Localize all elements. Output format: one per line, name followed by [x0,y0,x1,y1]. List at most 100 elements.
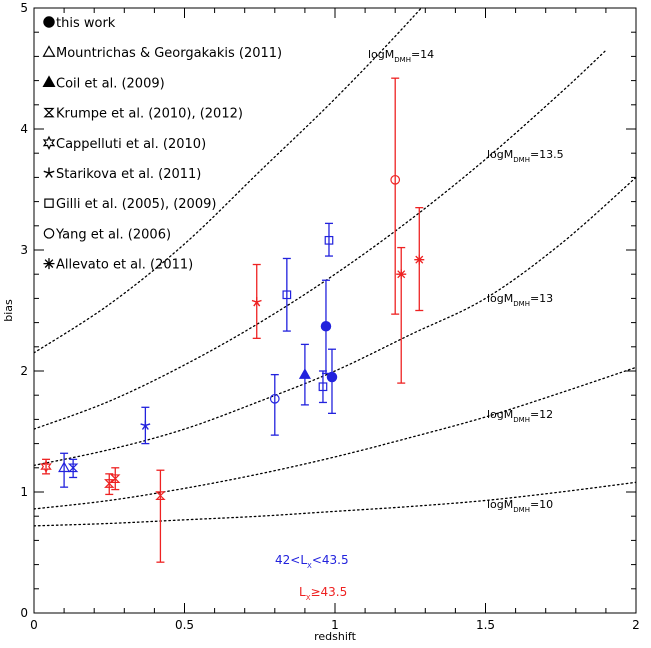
legend-item: Allevato et al. (2011) [43,258,193,273]
hourglass-marker [67,463,79,473]
x-tick-label: 0 [30,618,38,632]
curve-label-sub: DMH [513,156,530,164]
curve-label-main: logM [487,498,513,511]
open-square-marker [44,198,54,208]
curve-label: logMDMH=14 [368,48,434,64]
luminosity-label-sub: X [307,562,312,570]
data-point [414,206,425,312]
asterisk-marker [414,254,425,265]
legend-item: Yang et al. (2006) [43,227,171,242]
legend-item: Starikova et al. (2011) [43,167,201,182]
legend-item: Krumpe et al. (2010), (2012) [43,107,243,122]
curve-label-tail: =10 [530,498,553,511]
halo-mass-curves [34,8,636,527]
y-tick-label: 4 [20,122,28,136]
data-point [318,370,328,404]
luminosity-label-sub: X [306,594,311,602]
x-axis-label: redshift [314,630,356,643]
asterisk-marker [43,258,55,270]
curve-label-tail: =13 [530,292,553,305]
curve-label: logMDMH=13 [487,292,553,308]
legend-label: Allevato et al. (2011) [56,258,193,273]
y-tick-label: 5 [20,1,28,15]
curve-label-tail: =12 [530,408,553,421]
curve-label-sub: DMH [513,416,530,424]
open-circle-marker [269,393,280,404]
data-point [251,263,262,339]
luminosity-label: 42<LX<43.5 [275,553,349,570]
data-point [269,373,280,436]
curve-label: logMDMH=13.5 [487,148,564,164]
filled-circle-marker [320,320,332,332]
axis-ticks: 0 0.5 1 1.5 2 0 1 2 3 4 5 [20,1,639,632]
luminosity-label-pre: 42<L [275,553,307,567]
luminosity-label-post: <43.5 [312,553,349,567]
filled-triangle-marker [298,368,311,379]
skeletal-star-marker [140,420,151,430]
data-point [282,257,292,332]
open-triangle-marker [58,461,71,473]
open-square-marker [318,382,328,392]
data-point [155,469,166,563]
data-point [396,246,407,384]
open-circle-marker [43,228,55,239]
skeletal-star-marker [251,297,262,307]
halo-curve [34,366,636,510]
x-tick-label: 0.5 [175,618,194,632]
legend: this work Mountrichas & Georgakakis (2011… [42,16,282,273]
curve-label-main: logM [368,48,394,61]
luminosity-labels: 42<LX<43.5LX≥43.5 [275,553,349,602]
open-square-marker [282,290,292,300]
curve-label: logMDMH=10 [487,498,553,514]
legend-label: Mountrichas & Georgakakis (2011) [56,46,282,61]
data-point [324,222,334,257]
filled-triangle-marker [42,75,56,88]
legend-item: this work [43,16,116,31]
y-tick-label: 2 [20,364,28,378]
data-point [140,406,151,445]
open-star-marker [40,459,52,474]
halo-curve [34,49,607,430]
hourglass-marker [110,474,121,484]
y-axis-label: bias [2,299,15,322]
curve-label-main: logM [487,292,513,305]
curve-label-main: logM [487,148,513,161]
halo-curve [34,8,423,354]
open-star-marker [42,135,56,150]
curve-label-sub: DMH [513,300,530,308]
data-point [104,473,115,496]
luminosity-label-pre: L [299,585,306,599]
hourglass-marker [104,479,115,488]
legend-item: Coil et al. (2009) [42,75,165,91]
curve-label-sub: DMH [513,506,530,514]
data-point [110,467,121,491]
luminosity-label: LX≥43.5 [299,585,347,602]
y-tick-label: 1 [20,485,28,499]
x-tick-label: 1.5 [476,618,495,632]
asterisk-marker [396,269,407,280]
data-point [40,458,52,475]
legend-item: Gilli et al. (2005), (2009) [44,197,216,212]
legend-item: Mountrichas & Georgakakis (2011) [42,45,282,61]
data-point [326,348,338,415]
data-point [67,458,79,479]
open-square-marker [324,235,334,245]
legend-label: Krumpe et al. (2010), (2012) [56,107,243,122]
legend-label: Cappelluti et al. (2010) [56,137,206,152]
curve-label-tail: =13.5 [530,148,564,161]
skeletal-star-marker [43,167,55,178]
data-point [58,452,71,488]
halo-curve [34,481,636,527]
open-circle-marker [390,174,401,185]
data-point [390,77,401,315]
data-points [40,77,425,563]
open-triangle-marker [42,45,56,57]
curve-label-tail: =14 [411,48,434,61]
data-point [320,279,332,375]
x-tick-label: 2 [632,618,640,632]
x-tick-label: 1 [331,618,339,632]
legend-label: Yang et al. (2006) [55,227,171,242]
filled-circle-marker [326,371,338,383]
legend-label: Gilli et al. (2005), (2009) [56,197,216,212]
